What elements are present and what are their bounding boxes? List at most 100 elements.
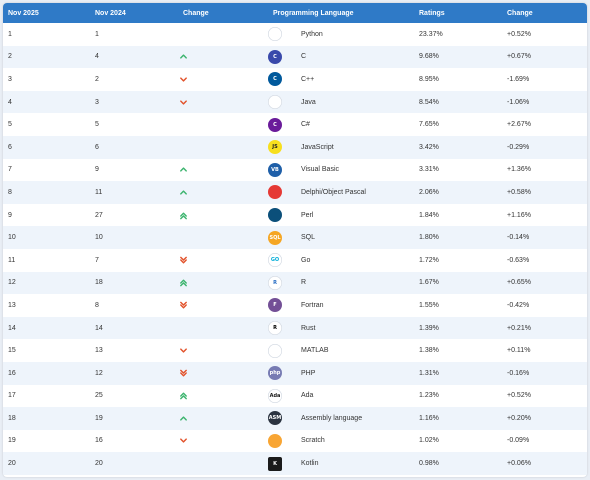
rank-previous: 3 xyxy=(95,98,99,106)
rank-previous: 1 xyxy=(95,30,99,38)
r-icon: R xyxy=(268,275,282,290)
language-cell: Java xyxy=(268,91,414,114)
rating-change: -0.14% xyxy=(507,234,530,242)
rating-value: 1.23% xyxy=(419,392,439,400)
scratch-icon xyxy=(268,433,282,448)
language-name[interactable]: Fortran xyxy=(301,301,324,309)
rank-current: 11 xyxy=(8,256,16,264)
rating-value: 1.02% xyxy=(419,437,439,445)
arrow-up-icon xyxy=(179,54,188,61)
rating-change: +0.20% xyxy=(507,414,531,422)
language-name[interactable]: Kotlin xyxy=(301,460,319,468)
rank-current: 10 xyxy=(8,234,16,242)
table-row: 17 25 Ada Ada 1.23% +0.52% xyxy=(3,385,587,408)
header-rating-change[interactable]: Change xyxy=(507,9,533,17)
rating-value: 1.16% xyxy=(419,414,439,422)
rank-current: 15 xyxy=(8,347,16,355)
rank-current: 14 xyxy=(8,324,16,332)
table-body: 1 1 Python 23.37% +0.52% 2 4 C C 9.68% +0.67% 3 2 C C+… xyxy=(3,23,587,475)
language-cell: Ada Ada xyxy=(268,385,414,408)
language-name[interactable]: R xyxy=(301,279,307,287)
language-name[interactable]: C++ xyxy=(301,75,315,83)
rank-previous: 19 xyxy=(95,414,103,422)
rating-change: +0.11% xyxy=(507,347,531,355)
ranking-table-card: Nov 2025 Nov 2024 Change Programming Lan… xyxy=(3,3,587,477)
language-name[interactable]: MATLAB xyxy=(301,347,329,355)
language-name[interactable]: PHP xyxy=(301,369,316,377)
language-name[interactable]: Perl xyxy=(301,211,314,219)
rank-previous: 16 xyxy=(95,437,103,445)
header-ratings[interactable]: Ratings xyxy=(419,9,445,17)
rank-change-cell xyxy=(178,204,268,227)
c-icon: C xyxy=(268,49,282,64)
arrow-up-icon xyxy=(179,167,188,174)
rank-previous: 27 xyxy=(95,211,103,219)
rank-current: 17 xyxy=(8,392,16,400)
rating-value: 23.37% xyxy=(419,30,443,38)
rank-change-cell xyxy=(178,249,268,272)
rating-value: 8.95% xyxy=(419,75,439,83)
rank-change-cell xyxy=(178,339,268,362)
header-nov-2025[interactable]: Nov 2025 xyxy=(8,9,39,17)
rating-value: 1.55% xyxy=(419,301,439,309)
rating-value: 1.72% xyxy=(419,256,439,264)
rating-change: -0.09% xyxy=(507,437,530,445)
rank-previous: 4 xyxy=(95,53,99,61)
language-cell: Scratch xyxy=(268,430,414,453)
header-change[interactable]: Change xyxy=(183,9,209,17)
language-cell: php PHP xyxy=(268,362,414,385)
language-name[interactable]: Scratch xyxy=(301,437,325,445)
rank-current: 12 xyxy=(8,279,16,287)
arrow-up-icon xyxy=(179,415,188,422)
visual-basic-icon: VB xyxy=(268,162,282,177)
language-name[interactable]: C# xyxy=(301,121,310,129)
rating-change: -0.29% xyxy=(507,143,530,151)
php-icon: php xyxy=(268,366,282,381)
sql-icon: SQL xyxy=(268,230,282,245)
rank-change-cell xyxy=(178,407,268,430)
language-name[interactable]: Delphi/Object Pascal xyxy=(301,188,366,196)
rating-value: 1.67% xyxy=(419,279,439,287)
rank-previous: 13 xyxy=(95,347,103,355)
language-name[interactable]: Ada xyxy=(301,392,314,400)
rank-change-cell xyxy=(178,91,268,114)
java-icon xyxy=(268,95,282,110)
language-name[interactable]: Go xyxy=(301,256,311,264)
rating-value: 1.31% xyxy=(419,369,439,377)
language-cell: K Kotlin xyxy=(268,452,414,475)
language-name[interactable]: Assembly language xyxy=(301,414,363,422)
table-row: 12 18 R R 1.67% +0.65% xyxy=(3,271,587,295)
rank-current: 4 xyxy=(8,98,12,106)
table-row: 2 4 C C 9.68% +0.67% xyxy=(3,45,587,69)
language-name[interactable]: JavaScript xyxy=(301,143,334,151)
rating-value: 9.68% xyxy=(419,53,439,61)
rating-value: 1.80% xyxy=(419,234,439,242)
table-row: 9 27 Perl 1.84% +1.16% xyxy=(3,204,587,227)
rating-change: -0.16% xyxy=(507,369,530,377)
arrow-down-double-icon xyxy=(179,301,188,309)
language-name[interactable]: C xyxy=(301,53,307,61)
language-cell: F Fortran xyxy=(268,294,414,317)
rating-value: 1.38% xyxy=(419,347,439,355)
ada-icon: Ada xyxy=(268,388,282,403)
table-row: 1 1 Python 23.37% +0.52% xyxy=(3,23,587,46)
python-icon xyxy=(268,27,282,42)
language-name[interactable]: Java xyxy=(301,98,316,106)
arrow-down-icon xyxy=(179,438,188,445)
rank-change-cell xyxy=(178,113,268,136)
table-row: 16 12 php PHP 1.31% -0.16% xyxy=(3,361,587,385)
language-name[interactable]: SQL xyxy=(301,234,316,242)
rank-current: 5 xyxy=(8,121,12,129)
rating-value: 0.98% xyxy=(419,460,439,468)
rank-change-cell xyxy=(178,294,268,317)
language-name[interactable]: Python xyxy=(301,30,323,38)
language-name[interactable]: Rust xyxy=(301,324,316,332)
rank-previous: 18 xyxy=(95,279,103,287)
arrow-down-icon xyxy=(179,99,188,106)
language-name[interactable]: Visual Basic xyxy=(301,166,340,174)
header-nov-2024[interactable]: Nov 2024 xyxy=(95,9,126,17)
language-cell: ASM Assembly language xyxy=(268,407,414,430)
header-programming-language[interactable]: Programming Language xyxy=(273,9,354,17)
rank-change-cell xyxy=(178,23,268,46)
rank-current: 7 xyxy=(8,166,12,174)
